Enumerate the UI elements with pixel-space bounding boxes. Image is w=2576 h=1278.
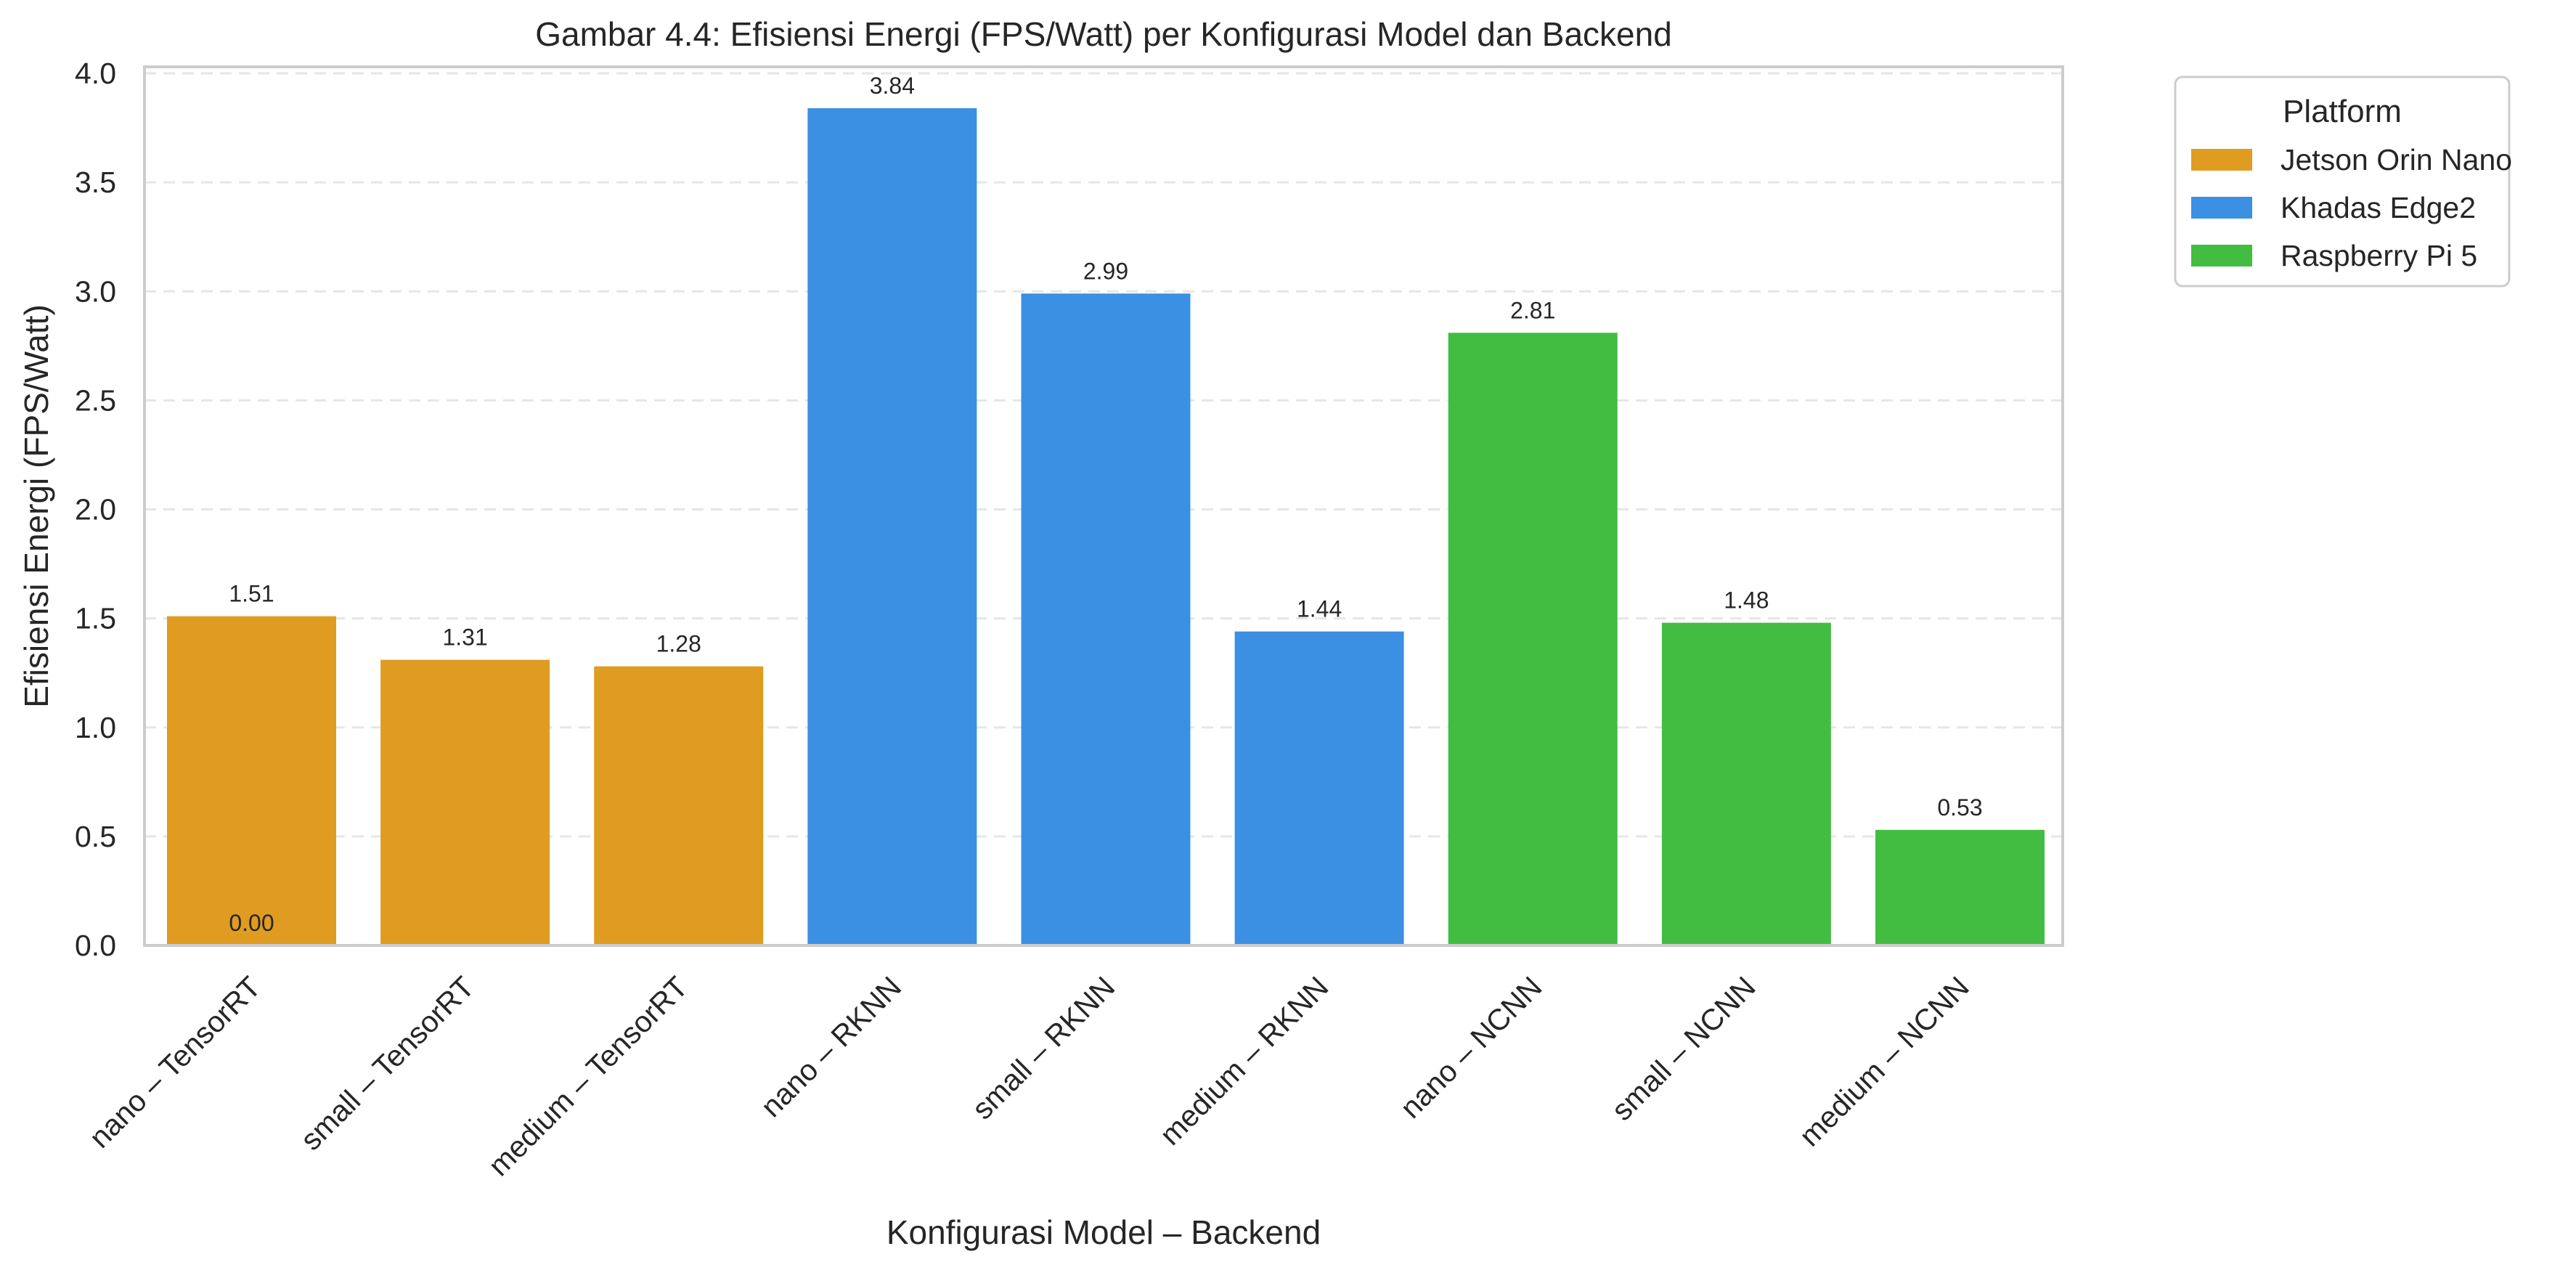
legend-label-khadas: Khadas Edge2 — [2281, 191, 2476, 224]
y-tick-label: 2.5 — [75, 383, 116, 417]
bar — [807, 108, 977, 945]
legend-swatch-khadas — [2191, 197, 2252, 219]
data-labels: 1.51 1.31 1.28 3.84 2.99 1.44 2.81 1.48 0.53 0.00 — [229, 73, 1982, 936]
y-tick-label: 3.0 — [75, 274, 116, 308]
y-tick-label: 0.0 — [75, 929, 116, 962]
x-axis-label: Konfigurasi Model – Backend — [886, 1213, 1321, 1251]
data-label: 1.51 — [229, 581, 274, 607]
legend-label-raspberry: Raspberry Pi 5 — [2281, 239, 2477, 272]
legend-box — [2174, 76, 2511, 288]
legend-title: Platform — [2283, 94, 2402, 129]
bar — [1448, 333, 1618, 945]
legend: Platform Jetson Orin Nano Khadas Edge2 R… — [2174, 76, 2512, 288]
plot-frame — [143, 65, 2064, 947]
y-axis-label: Efisiensi Energi (FPS/Watt) — [17, 304, 55, 708]
y-axis-ticks: 0.0 0.5 1.0 1.5 2.0 2.5 3.0 3.5 4.0 — [75, 57, 116, 962]
data-label: 1.48 — [1724, 587, 1769, 614]
y-tick-label: 0.5 — [75, 820, 116, 853]
y-tick-label: 3.5 — [75, 166, 116, 199]
bar — [1234, 631, 1404, 945]
y-tick-label: 1.5 — [75, 602, 116, 635]
bar — [1661, 622, 1831, 945]
data-label: 3.84 — [870, 73, 915, 99]
bar — [1875, 829, 2045, 945]
data-label: 2.99 — [1083, 258, 1128, 284]
data-label: 1.28 — [656, 631, 701, 657]
bar — [167, 616, 336, 945]
bar — [380, 659, 550, 945]
y-tick-label: 1.0 — [75, 711, 116, 744]
data-label: 1.44 — [1297, 596, 1342, 622]
data-label: 0.53 — [1937, 794, 1982, 821]
data-label: 1.31 — [442, 624, 487, 651]
chart-title: Gambar 4.4: Efisiensi Energi (FPS/Watt) … — [535, 15, 1672, 53]
bar — [594, 666, 764, 945]
legend-swatch-jetson — [2191, 149, 2252, 171]
legend-label-jetson: Jetson Orin Nano — [2281, 143, 2512, 176]
data-label-zero: 0.00 — [229, 910, 274, 936]
legend-swatch-raspberry — [2191, 245, 2252, 266]
y-tick-label: 2.0 — [75, 493, 116, 526]
y-tick-label: 4.0 — [75, 57, 116, 90]
bars — [167, 108, 2045, 945]
data-label: 2.81 — [1510, 297, 1555, 323]
bar — [1021, 293, 1191, 945]
